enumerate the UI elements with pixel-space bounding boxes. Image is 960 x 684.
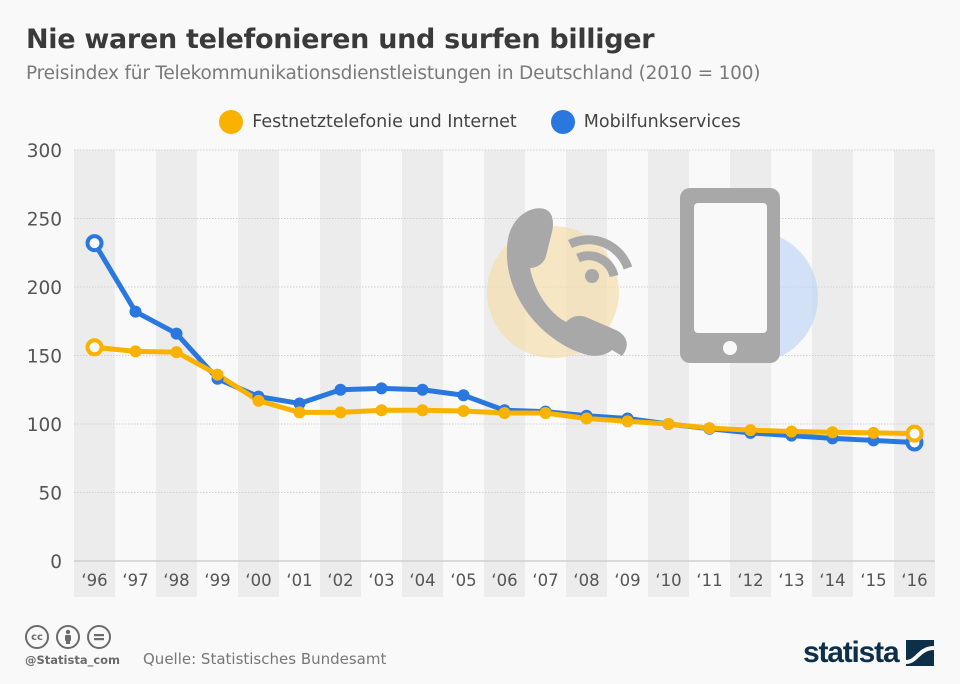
- y-tick-label: 0: [50, 552, 62, 573]
- data-point: [293, 397, 306, 410]
- license-icons: cc: [25, 625, 111, 649]
- y-tick-label: 50: [38, 484, 62, 505]
- nd-no-derivatives-icon[interactable]: [87, 625, 111, 649]
- x-tick-label: ‘15: [860, 571, 886, 590]
- data-point: [375, 404, 388, 417]
- x-tick-label: ‘14: [819, 571, 845, 590]
- x-tick-label: ‘08: [573, 571, 599, 590]
- y-tick-label: 300: [27, 141, 62, 162]
- legend-label-festnetz: Festnetztelefonie und Internet: [252, 112, 517, 132]
- cc-icon[interactable]: cc: [25, 625, 49, 649]
- column-stripe: [156, 150, 197, 597]
- legend-dot-festnetz: [219, 110, 244, 134]
- data-point: [498, 407, 511, 420]
- chart-title: Nie waren telefonieren und surfen billig…: [26, 24, 655, 55]
- data-point: [867, 426, 880, 439]
- data-point: [170, 346, 183, 359]
- data-point: [293, 406, 306, 419]
- legend-dot-mobilfunk: [550, 110, 575, 134]
- x-tick-label: ‘01: [286, 571, 312, 590]
- x-tick-label: ‘06: [491, 571, 517, 590]
- x-tick-label: ‘97: [122, 571, 148, 590]
- x-tick-label: ‘11: [696, 571, 722, 590]
- column-stripe: [566, 150, 607, 597]
- x-tick-label: ‘96: [81, 571, 107, 590]
- x-tick-label: ‘12: [737, 571, 763, 590]
- statista-logo-text: statista: [803, 636, 900, 669]
- x-tick-label: ‘07: [532, 571, 558, 590]
- data-point: [416, 383, 429, 396]
- statista-logo[interactable]: statista: [803, 636, 935, 670]
- data-point: [375, 382, 388, 395]
- data-point: [539, 407, 552, 420]
- statista-logo-icon: [906, 640, 935, 666]
- column-stripe: [812, 150, 853, 597]
- column-stripe: [484, 150, 525, 597]
- legend-item-mobilfunk[interactable]: Mobilfunkservices: [550, 110, 741, 134]
- column-stripe: [320, 150, 361, 597]
- illustrations: [487, 188, 818, 363]
- y-tick-label: 100: [27, 415, 62, 436]
- x-tick-label: ‘13: [778, 571, 804, 590]
- y-tick-label: 250: [27, 210, 62, 231]
- data-point: [211, 368, 224, 381]
- data-point: [580, 412, 593, 425]
- phone-handset-icon: [506, 208, 633, 356]
- x-tick-label: ‘10: [655, 571, 681, 590]
- data-point: [334, 406, 347, 419]
- data-point: [85, 234, 104, 253]
- data-point: [457, 389, 470, 402]
- data-point: [129, 305, 142, 318]
- data-point: [703, 422, 716, 435]
- x-tick-label: ‘02: [327, 571, 353, 590]
- data-point: [457, 404, 470, 417]
- data-point: [744, 424, 757, 437]
- x-tick-label: ‘04: [409, 571, 435, 590]
- legend: Festnetztelefonie und Internet Mobilfunk…: [0, 110, 960, 134]
- data-point: [334, 383, 347, 396]
- smartphone-icon: [680, 188, 780, 363]
- y-tick-label: 200: [27, 278, 62, 299]
- data-point: [252, 394, 265, 407]
- statista-handle[interactable]: @Statista_com: [25, 653, 121, 667]
- data-point: [129, 345, 142, 358]
- x-tick-label: ‘98: [163, 571, 189, 590]
- x-tick-label: ‘05: [450, 571, 476, 590]
- column-stripe: [894, 150, 935, 597]
- data-point: [662, 418, 675, 430]
- data-point: [170, 327, 183, 340]
- column-stripe: [402, 150, 443, 597]
- chart-subtitle: Preisindex für Telekommunikationsdienstl…: [26, 63, 761, 84]
- legend-label-mobilfunk: Mobilfunkservices: [583, 112, 741, 132]
- data-point: [785, 425, 798, 438]
- by-attribution-icon[interactable]: [56, 625, 80, 649]
- column-stripe: [74, 150, 115, 597]
- x-tick-label: ‘99: [204, 571, 230, 590]
- x-tick-label: ‘00: [245, 571, 271, 590]
- x-tick-label: ‘16: [901, 571, 927, 590]
- source-note: Quelle: Statistisches Bundesamt: [143, 650, 387, 668]
- y-tick-label: 150: [27, 347, 62, 368]
- data-point: [905, 424, 924, 443]
- x-tick-label: ‘03: [368, 571, 394, 590]
- data-point: [85, 338, 104, 357]
- data-point: [416, 404, 429, 417]
- legend-item-festnetz[interactable]: Festnetztelefonie und Internet: [219, 110, 517, 134]
- data-point: [826, 426, 839, 439]
- x-tick-label: ‘09: [614, 571, 640, 590]
- data-point: [621, 415, 634, 428]
- column-stripe: [238, 150, 279, 597]
